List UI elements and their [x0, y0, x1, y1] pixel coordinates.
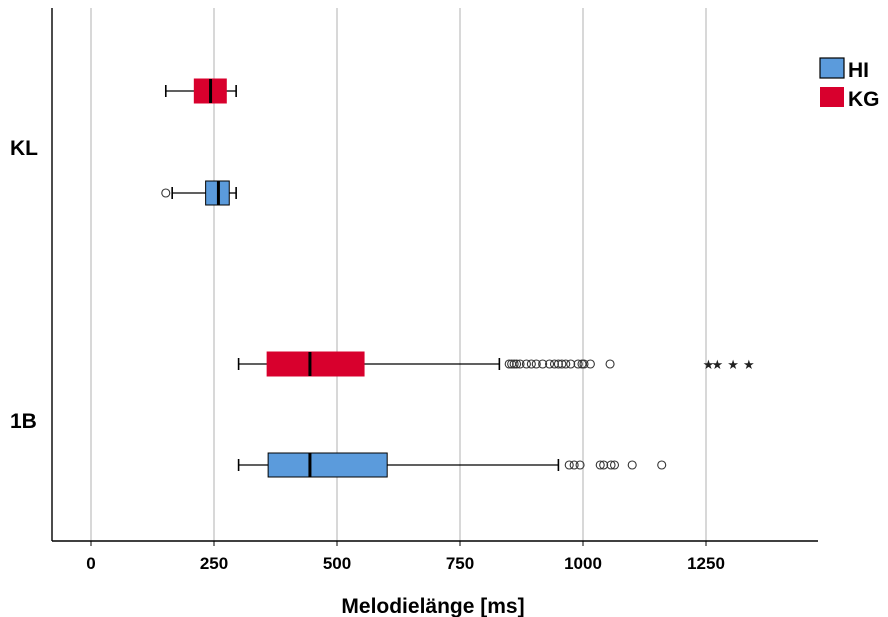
- outlier-point: [606, 360, 614, 368]
- legend-swatch-kg: [820, 87, 844, 107]
- box-hi-1b: [239, 453, 666, 477]
- outlier-point: [658, 461, 666, 469]
- legend-swatch-hi: [820, 58, 844, 78]
- outlier-point: [162, 189, 170, 197]
- category-label-1b: 1B: [10, 410, 37, 433]
- box-hi-kl: [162, 181, 236, 205]
- outlier-point: [567, 360, 575, 368]
- extreme-point: ★: [743, 358, 755, 373]
- x-tick-label-1250: 1250: [687, 554, 725, 573]
- outlier-point: [628, 461, 636, 469]
- x-tick-label-250: 250: [200, 554, 228, 573]
- category-label-kl: KL: [10, 137, 38, 160]
- boxes: ★★ ★ ★: [162, 79, 755, 477]
- category-labels: KL 1B: [10, 137, 38, 433]
- iqr-box: [268, 453, 387, 477]
- x-tick-label-750: 750: [446, 554, 474, 573]
- axes: [52, 8, 818, 541]
- iqr-box: [267, 352, 364, 376]
- box-kg-kl: [166, 79, 236, 103]
- extreme-point: ★: [711, 358, 723, 373]
- x-tick-label-0: 0: [86, 554, 95, 573]
- extreme-point: ★: [727, 358, 739, 373]
- box-kg-1b: ★★ ★ ★: [239, 352, 755, 376]
- x-ticks: 0 250 500 750 1000 1250: [86, 541, 725, 573]
- x-axis-title: Melodielänge [ms]: [341, 595, 524, 617]
- x-tick-label-500: 500: [323, 554, 351, 573]
- x-tick-label-1000: 1000: [564, 554, 602, 573]
- legend-label-hi: HI: [848, 59, 869, 82]
- legend: HI KG: [820, 58, 880, 111]
- legend-label-kg: KG: [848, 88, 880, 111]
